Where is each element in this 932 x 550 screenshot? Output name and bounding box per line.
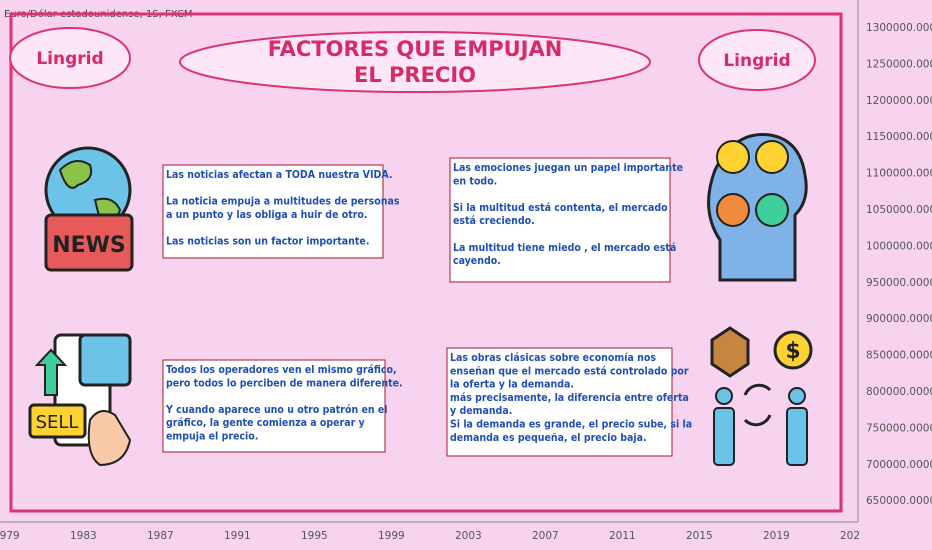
box-line: Las noticias son un factor importante. <box>166 236 369 248</box>
price-label: 1150000.00000 <box>866 131 932 143</box>
box-line: Todos los operadores ven el mismo gráfic… <box>166 364 397 376</box>
box-line: gráfico, la gente comienza a operar y <box>166 417 365 429</box>
badge: Lingrid <box>723 51 790 71</box>
news-label: NEWS <box>52 233 126 258</box>
time-label: 2003 <box>455 530 482 542</box>
price-label: 1250000.00000 <box>866 58 932 70</box>
price-label: 1300000.00000 <box>866 22 932 34</box>
emotion-icon <box>707 132 808 282</box>
text-box <box>449 157 671 283</box>
box-line: Las noticias afectan a TODA nuestra VIDA… <box>166 169 392 181</box>
box-line: empuja el precio. <box>166 431 258 443</box>
time-label: 1983 <box>70 530 97 542</box>
time-label: 1991 <box>224 530 251 542</box>
box-line: Las emociones juegan un papel importante <box>453 162 683 174</box>
frame <box>9 12 843 513</box>
box-line: está creciendo. <box>453 215 535 227</box>
price-label: 850000.00000 <box>866 350 932 362</box>
title-ellipse <box>179 31 651 93</box>
box-line: y demanda. <box>450 405 512 417</box>
sell-icon: SELL <box>28 333 132 467</box>
time-label: 2007 <box>532 530 559 542</box>
time-label: 2015 <box>686 530 713 542</box>
text-box <box>162 164 384 259</box>
text-box <box>162 359 386 453</box>
box-line: en todo. <box>453 175 497 187</box>
price-label: 1100000.00000 <box>866 168 932 180</box>
price-axis-area <box>858 0 932 550</box>
text-box <box>446 347 673 457</box>
badge: Lingrid <box>36 49 103 69</box>
price-label: 950000.00000 <box>866 277 932 289</box>
price-label: 1000000.00000 <box>866 240 932 252</box>
box-line: Las obras clásicas sobre economía nos <box>450 352 656 364</box>
box-line: la oferta y la demanda. <box>450 379 574 391</box>
time-label: 2019 <box>763 530 790 542</box>
box-line: a un punto y las obliga a huir de otro. <box>166 209 368 221</box>
supply-demand-icon: $ <box>710 326 813 466</box>
time-label: 202 <box>840 530 860 542</box>
box-line: Y cuando aparece uno u otro patrón en el <box>165 404 388 416</box>
price-label: 650000.00000 <box>866 495 932 507</box>
svg-text:$: $ <box>785 339 800 364</box>
box-line: La noticia empuja a multitudes de person… <box>166 196 400 208</box>
price-label: 1200000.00000 <box>866 95 932 107</box>
box-line: demanda es pequeña, el precio baja. <box>450 432 647 444</box>
box-line: enseñan que el mercado está controlado p… <box>450 365 689 377</box>
box-line: Si la demanda es grande, el precio sube,… <box>450 419 692 431</box>
price-label: 800000.00000 <box>866 386 932 398</box>
box-line: pero todos lo perciben de manera diferen… <box>166 377 403 389</box>
box-line: más precisamente, la diferencia entre of… <box>450 392 689 404</box>
sell-label: SELL <box>36 412 79 433</box>
title: EL PRECIO <box>354 63 476 87</box>
title: FACTORES QUE EMPUJAN <box>268 37 563 61</box>
box-line: La multitud tiene miedo , el mercado est… <box>453 242 676 254</box>
price-label: 750000.00000 <box>866 422 932 434</box>
time-label: 1987 <box>147 530 174 542</box>
time-label: 1995 <box>301 530 328 542</box>
price-label: 900000.00000 <box>866 313 932 325</box>
time-label: 1979 <box>0 530 20 542</box>
box-line: cayendo. <box>453 255 501 267</box>
box-line: Si la multitud está contenta, el mercado <box>453 202 668 214</box>
badge-ellipse <box>698 29 816 91</box>
badge-ellipse <box>9 27 131 89</box>
price-label: 700000.00000 <box>866 459 932 471</box>
price-label: 1050000.00000 <box>866 204 932 216</box>
news-icon: NEWS <box>44 146 134 272</box>
time-label: 1999 <box>378 530 405 542</box>
time-label: 2011 <box>609 530 636 542</box>
